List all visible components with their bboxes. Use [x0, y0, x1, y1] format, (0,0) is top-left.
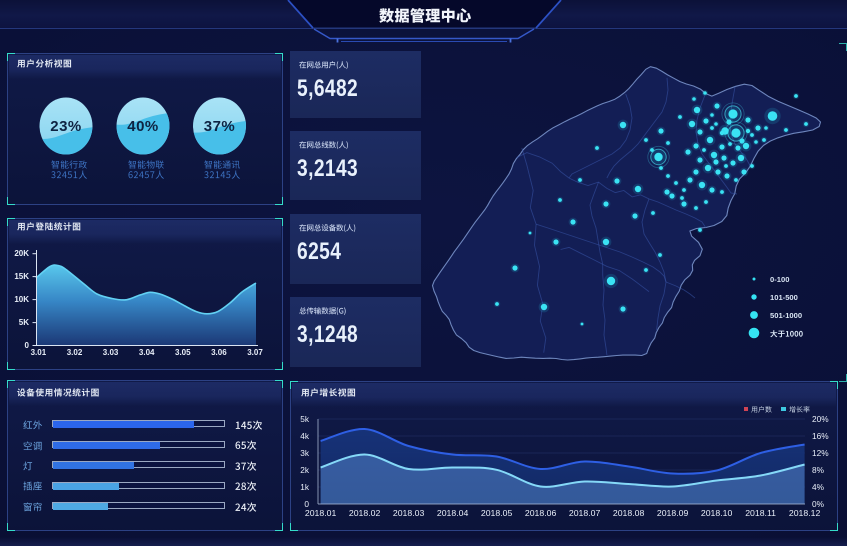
svg-text:101-500: 101-500 [770, 293, 798, 302]
svg-text:501-1000: 501-1000 [770, 311, 802, 320]
svg-text:0-100: 0-100 [770, 275, 789, 284]
